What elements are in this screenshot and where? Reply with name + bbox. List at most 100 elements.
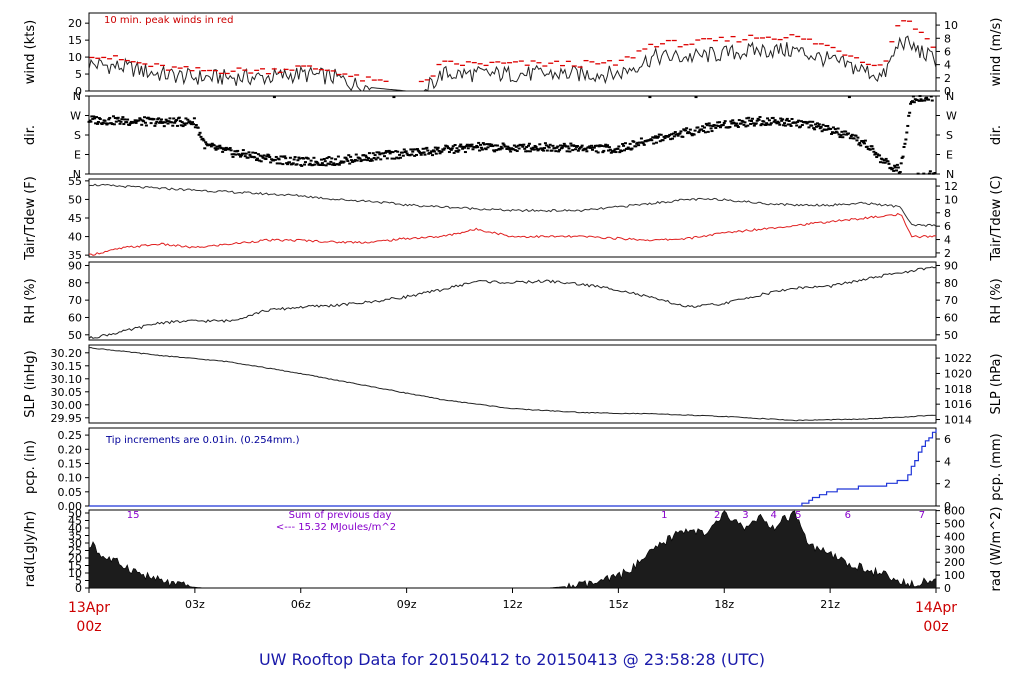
direction-point [760,123,764,126]
direction-point [780,119,784,122]
direction-point [348,162,352,165]
direction-point [421,147,425,150]
direction-point [173,121,177,124]
wind-ylabel: wind (kts) [23,20,38,84]
direction-point [596,151,600,154]
direction-point [337,163,341,166]
direction-point [926,98,930,101]
direction-point [269,161,273,164]
direction-point [751,122,755,125]
direction-point [635,142,639,145]
direction-point [369,158,373,161]
direction-point [909,102,913,105]
direction-point [721,123,725,126]
temperature-series-Tdew [88,212,937,256]
radiation-ytick-label: 45 [68,515,82,528]
direction-point [132,121,136,124]
direction-point [372,156,376,159]
direction-point [177,116,181,119]
direction-point [733,122,737,125]
direction-point [553,147,557,150]
wind-ytick-right-label: 4 [944,59,951,72]
direction-point [134,121,138,124]
direction-point [435,148,439,151]
direction-point [655,136,659,139]
direction-point [878,161,882,164]
direction-point [175,119,179,122]
direction-point [394,150,398,153]
direction-point [728,126,732,129]
direction-point [201,137,205,140]
direction-point [420,151,424,154]
rh-ylabel: RH (%) [23,278,38,323]
direction-point [606,144,610,147]
slp-series-line [88,346,937,422]
direction-point [484,148,488,151]
direction-point [363,158,367,161]
direction-point [799,120,803,123]
direction-point [623,142,627,145]
direction-point [185,122,189,125]
direction-point [368,159,372,162]
direction-point [395,156,399,159]
direction-point [198,131,202,134]
radiation-ytick-label: 0 [75,582,82,595]
direction-point [883,161,887,164]
direction-point [670,133,674,136]
direction-point [303,163,307,166]
direction-point [469,145,473,148]
direction-point [342,160,346,163]
direction-point [264,158,268,161]
direction-point [159,120,163,123]
direction-point [142,120,146,123]
precip-annotation: Tip increments are 0.01in. (0.254mm.) [105,435,300,446]
direction-point [291,162,295,165]
radiation-ytick-right-label: 0 [944,582,951,595]
direction-point [592,146,596,149]
direction-point [296,159,300,162]
direction-point [397,157,401,160]
direction-point [255,157,259,160]
direction-point [928,170,932,173]
direction-point [846,132,850,135]
direction-point [347,154,351,157]
direction-point [336,155,340,158]
direction-point [933,172,937,175]
slp-ytick-right-label: 1022 [944,352,972,365]
direction-point [771,116,775,119]
direction-point [898,170,902,173]
direction-point [133,119,137,122]
direction-point [701,125,705,128]
direction-point [216,147,220,150]
direction-point [568,150,572,153]
direction-point [404,150,408,153]
direction-point [906,124,910,127]
direction-point [416,149,420,152]
precip-ytick-label: 0.00 [58,500,83,513]
direction-point [722,121,726,124]
direction-point [100,123,104,126]
direction-point [259,160,263,163]
x-tick-label: 18z [714,598,734,611]
direction-point [551,144,555,147]
direction-point [653,136,657,139]
precip-ytick-label: 0.20 [58,443,83,456]
direction-point [508,148,512,151]
direction-point [605,145,609,148]
direction-point [675,133,679,136]
direction-point [696,126,700,129]
direction-point [773,119,777,122]
direction-point [393,157,397,160]
direction-point [697,131,701,134]
direction-point [911,95,915,98]
direction-point [737,119,741,122]
direction-point [501,142,505,145]
direction-point [558,144,562,147]
direction-point [159,118,163,121]
direction-point [925,96,929,99]
direction-point [193,126,197,129]
rh-ytick-right-label: 90 [944,259,958,272]
direction-point [396,150,400,153]
direction-point [281,163,285,166]
